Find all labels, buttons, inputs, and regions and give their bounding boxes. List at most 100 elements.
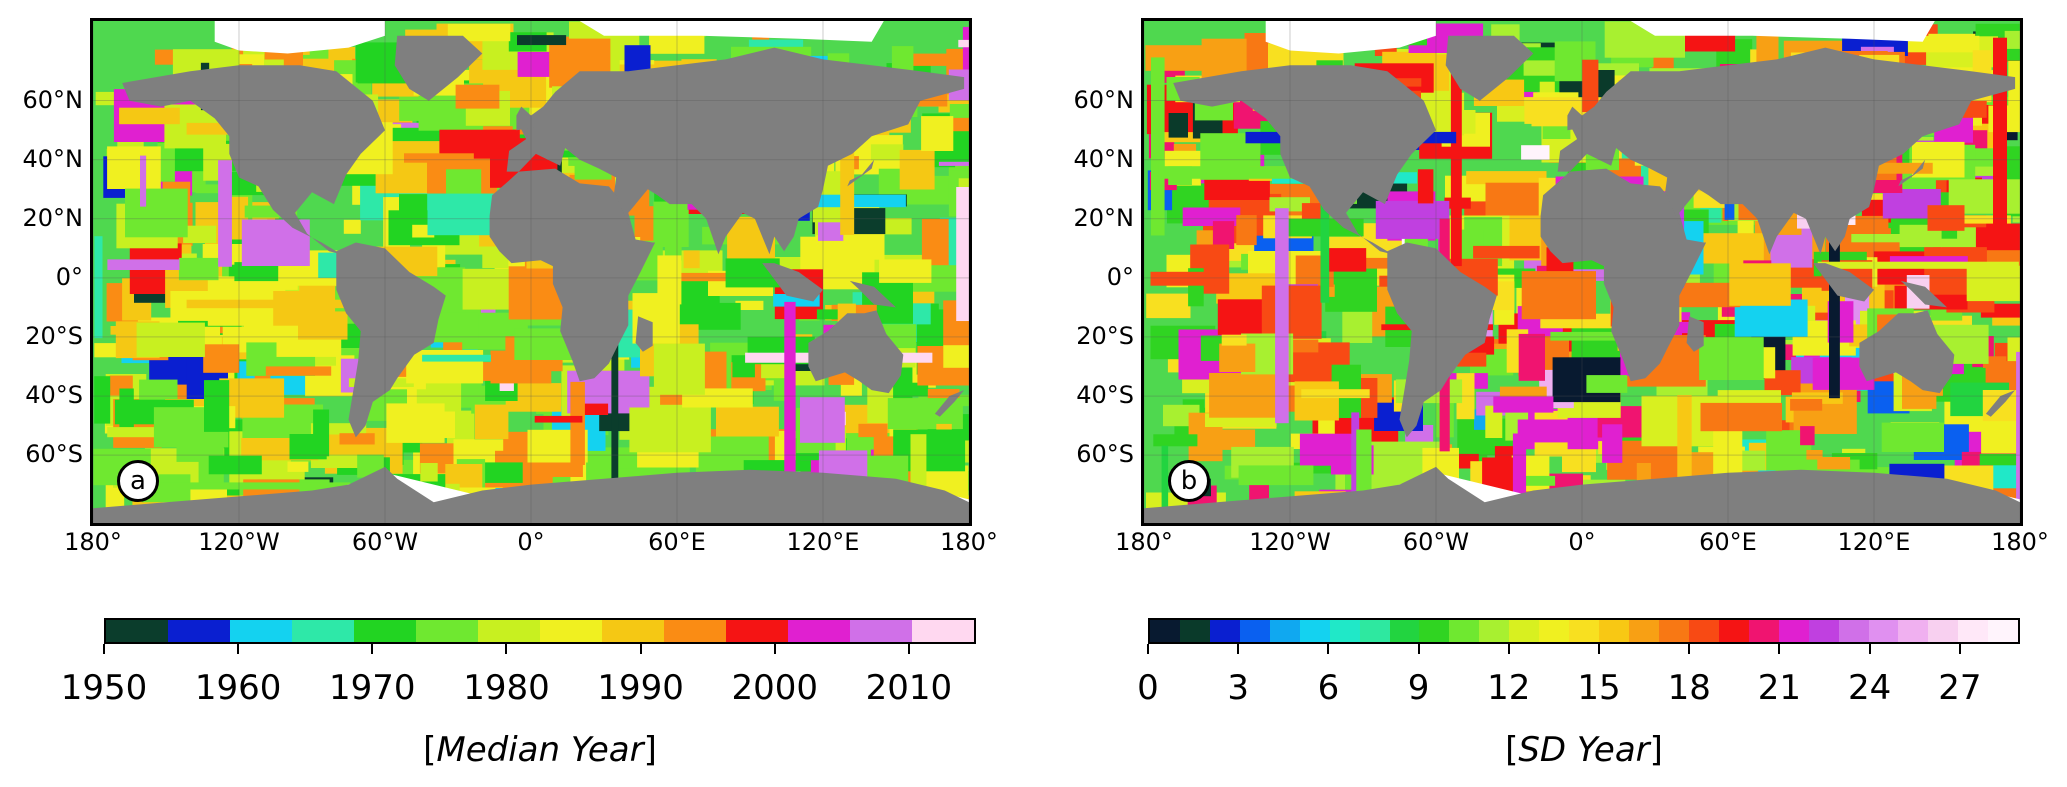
eurasia-landmass	[1557, 47, 2016, 255]
data-patch	[1168, 113, 1188, 138]
colorbar-tick	[639, 644, 642, 654]
data-patch	[265, 366, 332, 376]
colorbar-tick-label: 1960	[194, 668, 282, 708]
data-patch	[287, 461, 309, 472]
longitude-label: 0°	[1568, 528, 1596, 556]
data-patch	[535, 148, 607, 158]
latitude-label: 40°S	[25, 381, 83, 410]
colorbar-tick-label: 6	[1317, 668, 1340, 708]
data-patch	[446, 169, 482, 197]
data-track	[910, 434, 927, 499]
colorbar-segment	[354, 620, 416, 642]
colorbar-segment	[1988, 620, 2019, 642]
data-track	[94, 236, 103, 339]
data-patch	[203, 344, 240, 373]
longitude-label: 0°	[517, 528, 545, 556]
data-patch	[1485, 405, 1503, 438]
data-patch	[1457, 352, 1487, 367]
data-patch	[474, 404, 509, 440]
data-patch	[1294, 381, 1339, 421]
data-patch	[1466, 171, 1547, 185]
data-patch	[1938, 215, 2011, 224]
japan-landmass	[847, 150, 877, 187]
data-track	[404, 153, 474, 163]
data-patch	[1756, 27, 1779, 66]
colorbar-tick	[1868, 644, 1871, 654]
colorbar-tick-label: 1950	[60, 668, 148, 708]
colorbar-tick-label: 3	[1227, 668, 1250, 708]
colorbar-tick	[907, 644, 910, 654]
data-patch	[743, 460, 811, 472]
data-patch	[1729, 263, 1791, 306]
latitude-label: 0°	[1106, 262, 1134, 291]
australia-landmass	[1859, 310, 1955, 394]
data-patch	[1881, 422, 1944, 452]
new-zealand-landmass	[934, 390, 965, 417]
colorbar-segment	[1479, 620, 1510, 642]
colorbar-segment	[1629, 620, 1659, 642]
colorbar-segment	[1958, 620, 1989, 642]
data-patch	[1790, 399, 1823, 411]
latitude-label: 60°N	[1073, 85, 1135, 114]
data-track	[1817, 261, 2019, 269]
colorbar-segment	[1449, 620, 1480, 642]
data-patch	[816, 309, 853, 320]
data-patch	[1817, 457, 1851, 470]
data-patch	[1993, 464, 2020, 489]
latitude-label: 0°	[55, 262, 83, 291]
data-patch	[425, 107, 462, 118]
latitude-label: 40°N	[22, 144, 84, 173]
colorbar-tick	[1237, 644, 1240, 654]
colorbar-segment	[726, 620, 788, 642]
data-track	[1993, 37, 2008, 238]
colorbar-segment	[1898, 620, 1929, 642]
colorbar-b	[1148, 618, 2020, 644]
data-patch	[716, 406, 779, 437]
data-track	[570, 381, 585, 465]
data-patch	[1889, 463, 1945, 479]
arctic-ice-eurasia	[579, 21, 884, 42]
data-track	[140, 155, 147, 207]
latitude-label: 20°N	[1073, 203, 1135, 232]
data-patch	[1485, 182, 1541, 222]
data-track	[132, 482, 351, 490]
colorbar-segment	[912, 620, 974, 642]
data-patch	[870, 144, 904, 161]
colorbar-segment	[1808, 620, 1839, 642]
colorbar-segment	[1329, 620, 1360, 642]
colorbar-segment	[168, 620, 230, 642]
colorbar-segment	[1868, 620, 1899, 642]
data-patch	[1150, 271, 1215, 286]
colorbar-tick-label: 15	[1577, 668, 1621, 708]
colorbar-segment	[1389, 620, 1420, 642]
data-track	[422, 354, 491, 362]
colorbar-tick-label: 2000	[731, 668, 819, 708]
colorbar-tick	[1327, 644, 1330, 654]
data-patch	[1521, 145, 1550, 160]
data-patch	[858, 423, 888, 438]
japan-landmass	[1898, 150, 1928, 187]
data-patch	[386, 403, 445, 443]
data-patch	[1212, 221, 1235, 249]
data-patch	[1417, 169, 1434, 204]
data-patch	[339, 433, 375, 445]
new-zealand-landmass	[1985, 390, 2016, 417]
data-patch	[204, 380, 230, 432]
latitude-label: 60°S	[1076, 440, 1134, 469]
south-america-landmass	[336, 242, 446, 438]
colorbar-tick	[1147, 644, 1149, 654]
data-patch	[624, 45, 651, 72]
data-patch	[1153, 434, 1198, 447]
data-patch	[107, 146, 161, 189]
colorbar-tick	[237, 644, 240, 654]
longitude-label: 60°E	[648, 528, 706, 556]
data-patch	[921, 116, 954, 151]
data-patch	[653, 201, 689, 247]
arctic-ice-americas	[214, 21, 385, 54]
data-patch	[208, 455, 262, 475]
colorbar-segment	[1179, 620, 1210, 642]
colorbar-tick-label: 21	[1757, 668, 1802, 708]
longitude-label: 120°E	[786, 528, 860, 556]
data-patch	[234, 262, 279, 282]
map-field	[93, 21, 969, 523]
